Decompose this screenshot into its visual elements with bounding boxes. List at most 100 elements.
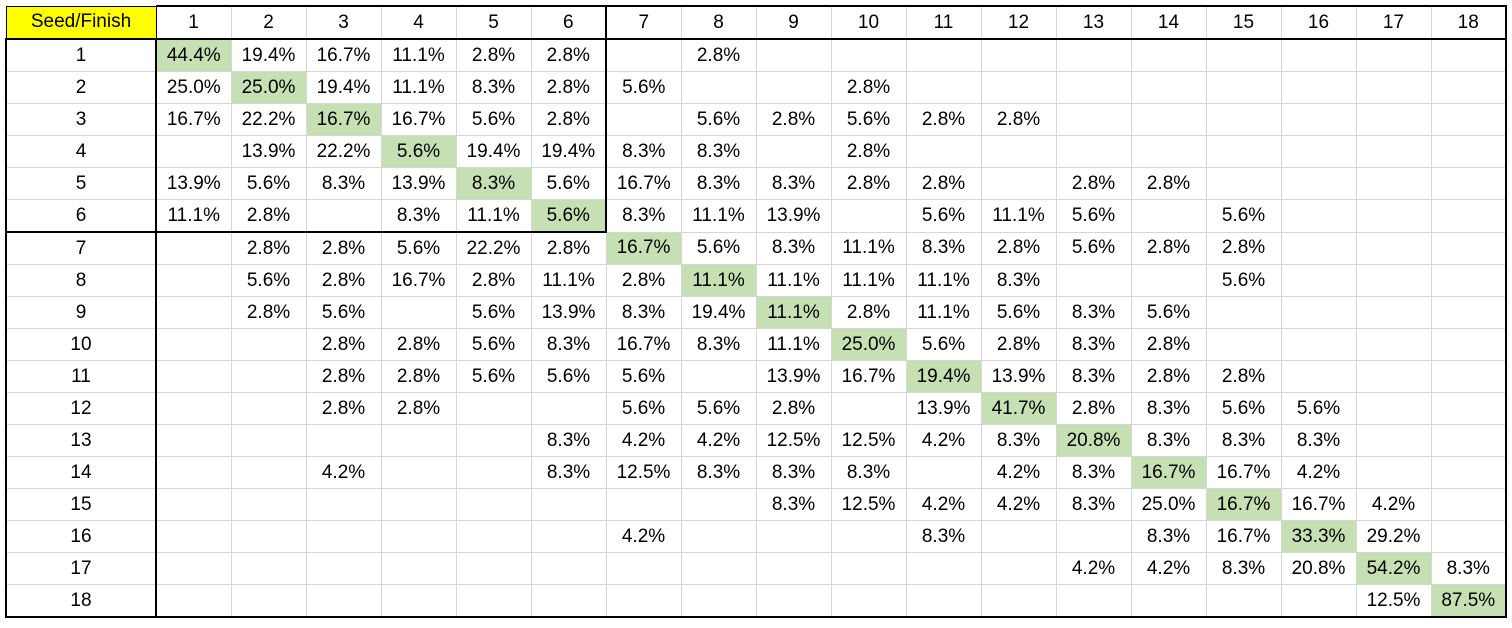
data-cell[interactable] [980, 71, 1057, 104]
data-cell[interactable]: 8.3% [305, 167, 382, 200]
data-cell[interactable]: 2.8% [530, 71, 607, 104]
data-cell[interactable] [1430, 167, 1507, 200]
data-cell[interactable]: 20.8% [1280, 552, 1357, 585]
data-cell[interactable] [830, 520, 907, 553]
diagonal-cell[interactable]: 11.1% [680, 264, 757, 297]
data-cell[interactable] [1430, 392, 1507, 425]
column-header-cell[interactable]: 10 [830, 5, 907, 40]
data-cell[interactable]: 2.8% [530, 231, 607, 265]
data-cell[interactable]: 4.2% [1280, 456, 1357, 489]
data-cell[interactable] [1430, 520, 1507, 553]
data-cell[interactable] [380, 552, 457, 585]
data-cell[interactable]: 13.9% [980, 360, 1057, 393]
data-cell[interactable]: 22.2% [230, 103, 307, 136]
data-cell[interactable]: 2.8% [455, 264, 532, 297]
data-cell[interactable]: 8.3% [1055, 296, 1132, 329]
data-cell[interactable] [1055, 71, 1132, 104]
data-cell[interactable] [680, 71, 757, 104]
data-cell[interactable]: 11.1% [980, 199, 1057, 233]
data-cell[interactable] [1280, 135, 1357, 168]
data-cell[interactable] [605, 584, 682, 618]
data-cell[interactable]: 13.9% [380, 167, 457, 200]
data-cell[interactable]: 4.2% [1130, 552, 1207, 585]
data-cell[interactable] [680, 584, 757, 618]
data-cell[interactable]: 5.6% [905, 328, 982, 361]
data-cell[interactable]: 19.4% [455, 135, 532, 168]
data-cell[interactable] [1280, 199, 1357, 233]
data-cell[interactable]: 22.2% [305, 135, 382, 168]
data-cell[interactable]: 5.6% [680, 392, 757, 425]
data-cell[interactable] [1355, 71, 1432, 104]
data-cell[interactable]: 8.3% [755, 231, 832, 265]
data-cell[interactable]: 5.6% [455, 103, 532, 136]
data-cell[interactable] [830, 392, 907, 425]
data-cell[interactable] [1055, 38, 1132, 72]
data-cell[interactable]: 16.7% [605, 167, 682, 200]
data-cell[interactable]: 2.8% [380, 392, 457, 425]
data-cell[interactable]: 12.5% [605, 456, 682, 489]
column-header-cell[interactable]: 8 [680, 5, 757, 40]
data-cell[interactable]: 16.7% [830, 360, 907, 393]
data-cell[interactable] [305, 552, 382, 585]
data-cell[interactable] [305, 424, 382, 457]
data-cell[interactable]: 2.8% [605, 264, 682, 297]
diagonal-cell[interactable]: 44.4% [155, 38, 232, 72]
data-cell[interactable]: 8.3% [1055, 328, 1132, 361]
data-cell[interactable] [1355, 456, 1432, 489]
data-cell[interactable]: 8.3% [530, 328, 607, 361]
row-header-cell[interactable]: 11 [5, 360, 157, 393]
data-cell[interactable]: 12.5% [830, 488, 907, 521]
data-cell[interactable]: 11.1% [755, 264, 832, 297]
data-cell[interactable]: 8.3% [905, 520, 982, 553]
column-header-cell[interactable]: 7 [605, 5, 682, 40]
column-header-cell[interactable]: 17 [1355, 5, 1432, 40]
data-cell[interactable]: 8.3% [1205, 424, 1282, 457]
data-cell[interactable]: 8.3% [380, 199, 457, 233]
data-cell[interactable]: 19.4% [230, 38, 307, 72]
data-cell[interactable]: 12.5% [1355, 584, 1432, 618]
data-cell[interactable] [305, 199, 382, 233]
data-cell[interactable]: 5.6% [830, 103, 907, 136]
data-cell[interactable]: 2.8% [1130, 167, 1207, 200]
data-cell[interactable] [155, 552, 232, 585]
data-cell[interactable]: 2.8% [1130, 231, 1207, 265]
data-cell[interactable] [1430, 38, 1507, 72]
data-cell[interactable]: 11.1% [830, 231, 907, 265]
data-cell[interactable] [1280, 231, 1357, 265]
data-cell[interactable] [455, 520, 532, 553]
data-cell[interactable]: 8.3% [680, 167, 757, 200]
column-header-cell[interactable]: 13 [1055, 5, 1132, 40]
data-cell[interactable]: 8.3% [1055, 488, 1132, 521]
data-cell[interactable]: 8.3% [605, 135, 682, 168]
data-cell[interactable]: 5.6% [1130, 296, 1207, 329]
data-cell[interactable] [680, 552, 757, 585]
diagonal-cell[interactable]: 54.2% [1355, 552, 1432, 585]
data-cell[interactable]: 11.1% [380, 71, 457, 104]
data-cell[interactable] [1355, 103, 1432, 136]
column-header-cell[interactable]: 4 [380, 5, 457, 40]
data-cell[interactable] [230, 424, 307, 457]
data-cell[interactable] [1280, 584, 1357, 618]
data-cell[interactable] [1280, 264, 1357, 297]
data-cell[interactable]: 8.3% [755, 167, 832, 200]
data-cell[interactable]: 4.2% [1055, 552, 1132, 585]
data-cell[interactable] [905, 456, 982, 489]
data-cell[interactable] [830, 552, 907, 585]
diagonal-cell[interactable]: 16.7% [605, 231, 682, 265]
diagonal-cell[interactable]: 11.1% [755, 296, 832, 329]
data-cell[interactable] [980, 38, 1057, 72]
row-header-cell[interactable]: 18 [5, 584, 157, 618]
data-cell[interactable] [755, 552, 832, 585]
data-cell[interactable]: 8.3% [680, 456, 757, 489]
data-cell[interactable]: 2.8% [830, 71, 907, 104]
data-cell[interactable]: 2.8% [755, 103, 832, 136]
data-cell[interactable] [755, 135, 832, 168]
data-cell[interactable]: 5.6% [530, 360, 607, 393]
data-cell[interactable]: 4.2% [980, 488, 1057, 521]
data-cell[interactable] [155, 135, 232, 168]
data-cell[interactable]: 5.6% [905, 199, 982, 233]
data-cell[interactable]: 13.9% [155, 167, 232, 200]
data-cell[interactable] [1205, 103, 1282, 136]
data-cell[interactable] [380, 424, 457, 457]
data-cell[interactable]: 5.6% [455, 328, 532, 361]
